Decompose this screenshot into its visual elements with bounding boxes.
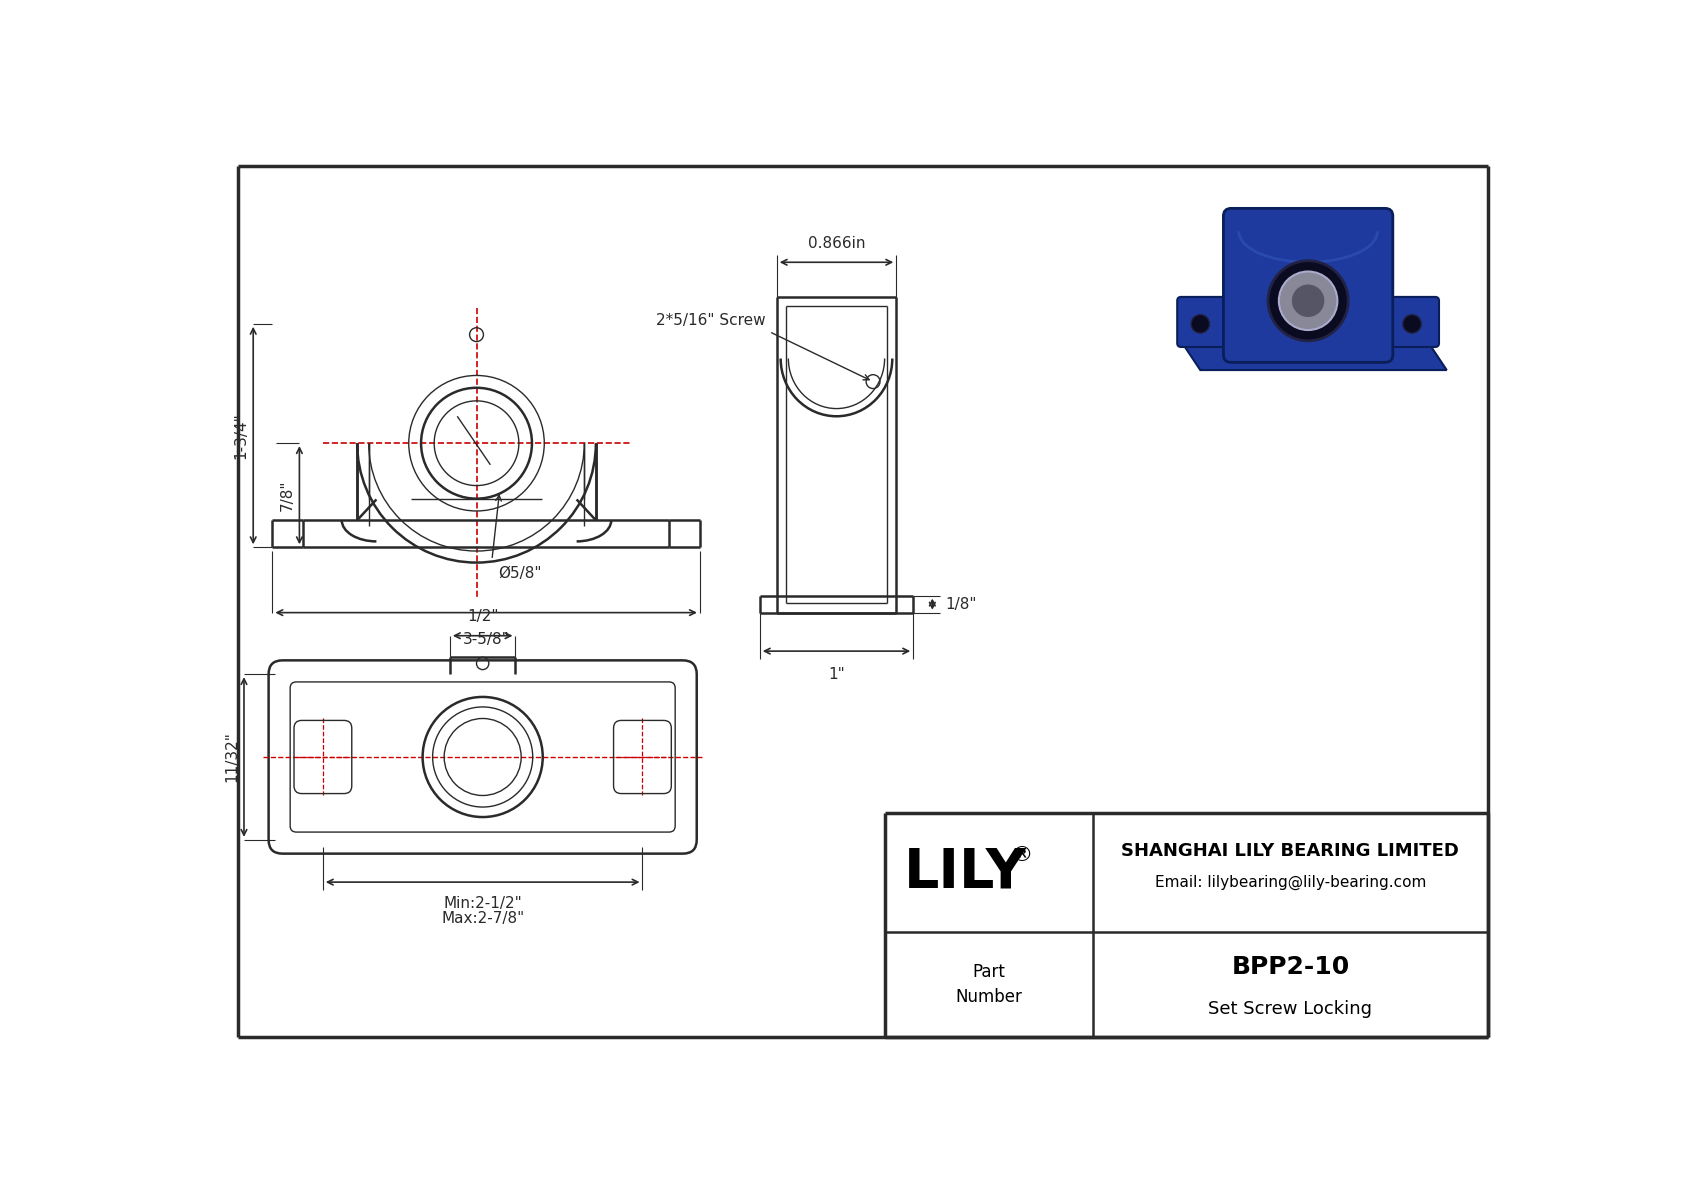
Text: Max:2-7/8": Max:2-7/8"	[441, 911, 524, 927]
Text: 1": 1"	[829, 667, 845, 681]
FancyBboxPatch shape	[1381, 297, 1440, 347]
FancyBboxPatch shape	[1177, 297, 1234, 347]
Text: BPP2-10: BPP2-10	[1231, 955, 1349, 979]
Circle shape	[1268, 261, 1349, 341]
Text: SHANGHAI LILY BEARING LIMITED: SHANGHAI LILY BEARING LIMITED	[1122, 842, 1460, 860]
Polygon shape	[1186, 347, 1447, 370]
Text: Set Screw Locking: Set Screw Locking	[1209, 1000, 1372, 1018]
Text: Min:2-1/2": Min:2-1/2"	[443, 896, 522, 911]
Text: 11/32": 11/32"	[224, 731, 239, 782]
Text: 0.866in: 0.866in	[808, 236, 866, 251]
Text: Part
Number: Part Number	[955, 964, 1022, 1006]
Circle shape	[1278, 272, 1337, 330]
Circle shape	[1403, 314, 1421, 333]
Circle shape	[1191, 314, 1209, 333]
Text: 1/8": 1/8"	[945, 597, 977, 612]
Text: 2*5/16" Screw: 2*5/16" Screw	[655, 313, 765, 328]
Text: 1/2": 1/2"	[466, 609, 498, 624]
Text: Ø5/8": Ø5/8"	[498, 567, 542, 581]
Text: 7/8": 7/8"	[280, 480, 295, 511]
Text: 3-5/8": 3-5/8"	[463, 632, 510, 647]
Text: Email: lilybearing@lily-bearing.com: Email: lilybearing@lily-bearing.com	[1155, 874, 1426, 890]
Text: LILY: LILY	[904, 846, 1027, 899]
FancyBboxPatch shape	[1223, 208, 1393, 362]
Circle shape	[1292, 283, 1325, 318]
Text: 1-3/4": 1-3/4"	[234, 412, 249, 459]
Text: ®: ®	[1010, 846, 1032, 865]
